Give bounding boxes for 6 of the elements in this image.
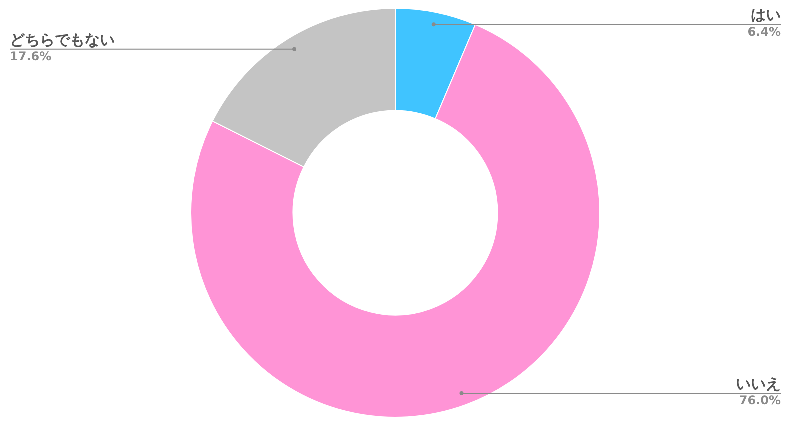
data-label: 76.0% (739, 394, 781, 408)
data-label: 17.6% (10, 50, 52, 64)
slice-label: いいえ (736, 374, 781, 393)
slice-label: どちらでもない (10, 30, 115, 49)
data-label: 6.4% (748, 24, 781, 39)
slice-label: はい (751, 6, 781, 24)
